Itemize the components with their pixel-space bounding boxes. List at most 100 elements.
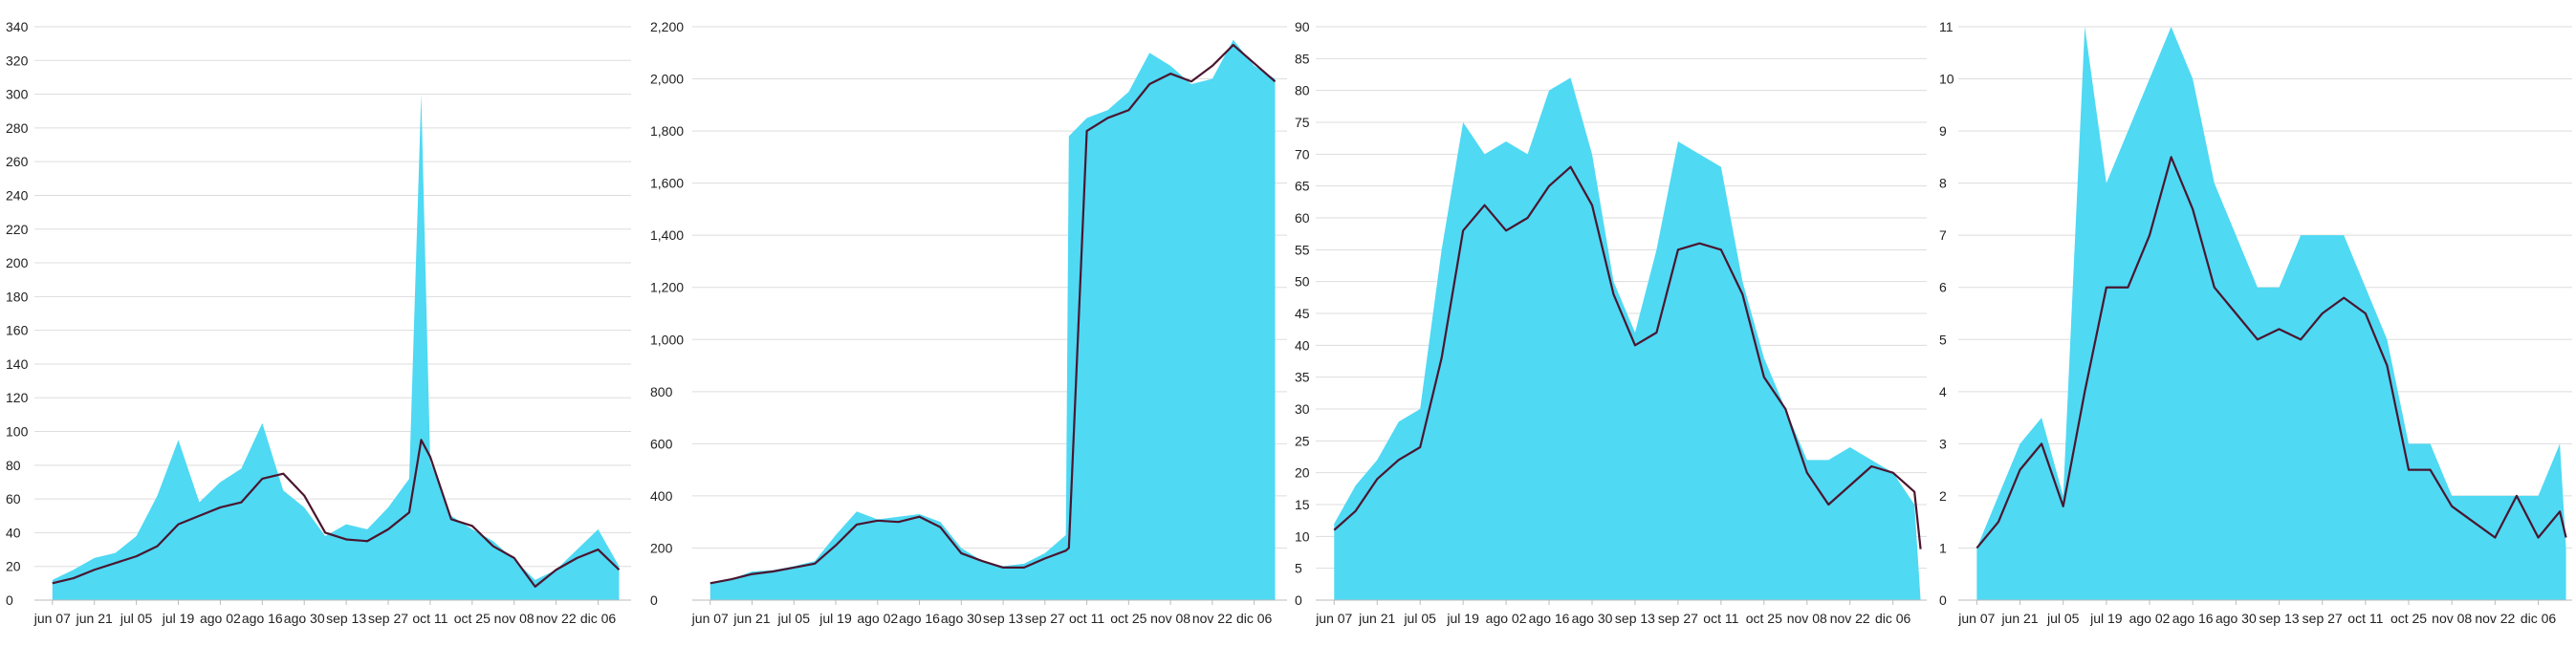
x-tick-label: ago 02 — [1486, 611, 1527, 626]
y-tick-label: 40 — [1295, 337, 1310, 353]
y-tick-label: 7 — [1939, 227, 1947, 243]
x-tick-label: ago 30 — [284, 611, 325, 626]
x-tick-label: sep 13 — [2259, 611, 2299, 626]
y-tick-label: 1 — [1939, 540, 1947, 555]
x-tick-label: oct 11 — [412, 611, 448, 626]
y-tick-label: 50 — [1295, 274, 1310, 290]
chart-svg-1: 0 20 40 60 80 100 120 140 160 180 200 220 240 260 280 3… — [6, 19, 631, 626]
x-tick-label: jun 07 — [691, 611, 729, 626]
y-tick-label: 120 — [6, 390, 29, 405]
chart-svg-2: 0 200 400 600 800 1,000 1,200 1,400 1,600 1,800 2,… — [650, 19, 1287, 626]
chart-panel-4: 0 1 2 3 4 5 6 7 8 9 10 11 jun 07 jun 21 jul 05 jul 19 ag… — [1933, 0, 2576, 646]
y-tick-label: 200 — [650, 540, 673, 555]
x-tick-label: oct 25 — [1746, 611, 1782, 626]
y-tick-label: 0 — [1295, 592, 1302, 608]
x-tick-label: sep 27 — [368, 611, 408, 626]
x-tick-label: nov 08 — [494, 611, 535, 626]
x-tick-label: oct 11 — [1703, 611, 1738, 626]
daily-area-series — [1976, 27, 2566, 600]
y-tick-label: 20 — [1295, 465, 1310, 481]
y-tick-label: 35 — [1295, 370, 1310, 385]
x-tick-label: jun 07 — [1957, 611, 1995, 626]
y-tick-label: 240 — [6, 187, 29, 203]
x-tick-label: ago 16 — [2172, 611, 2214, 626]
chart-svg-3: 0 5 10 15 20 25 30 35 40 45 50 55 60 65 70 75 80 85 90 jun … — [1295, 19, 1927, 626]
y-tick-label: 600 — [650, 436, 673, 451]
y-tick-label: 340 — [6, 19, 29, 34]
x-tick-label: nov 22 — [536, 611, 577, 626]
y-tick-label: 800 — [650, 384, 673, 399]
y-tick-label: 90 — [1295, 19, 1310, 34]
y-tick-label: 65 — [1295, 179, 1310, 194]
y-tick-label: 0 — [6, 592, 13, 608]
x-tick-label: dic 06 — [1875, 611, 1911, 626]
x-tick-label: ago 02 — [200, 611, 241, 626]
y-tick-label: 0 — [650, 592, 658, 608]
x-tick-label: oct 11 — [2347, 611, 2383, 626]
chart-panel-3: 0 5 10 15 20 25 30 35 40 45 50 55 60 65 70 75 80 85 90 jun … — [1289, 0, 1933, 646]
x-tick-label: jun 07 — [33, 611, 71, 626]
y-tick-label: 55 — [1295, 242, 1310, 257]
y-tick-label: 140 — [6, 356, 29, 372]
x-tick-label: jul 05 — [1403, 611, 1436, 626]
y-tick-label: 4 — [1939, 384, 1947, 399]
y-tick-label: 8 — [1939, 176, 1947, 191]
y-tick-label: 6 — [1939, 280, 1947, 295]
x-tick-label: oct 25 — [2390, 611, 2427, 626]
y-tick-label: 1,400 — [650, 227, 684, 243]
x-tick-label: nov 08 — [1787, 611, 1827, 626]
x-tick-label: jul 19 — [819, 611, 852, 626]
y-tick-label: 100 — [6, 424, 29, 440]
y-tick-label: 400 — [650, 488, 673, 504]
x-tick-label: jun 21 — [732, 611, 770, 626]
y-tick-label: 85 — [1295, 51, 1310, 66]
y-tick-label: 2,200 — [650, 19, 684, 34]
x-tick-label: nov 08 — [2432, 611, 2472, 626]
y-tick-label: 3 — [1939, 436, 1947, 451]
y-tick-label: 11 — [1939, 19, 1954, 34]
daily-area-series — [52, 94, 620, 600]
y-tick-label: 220 — [6, 222, 29, 237]
y-tick-label: 180 — [6, 289, 29, 304]
x-tick-label: jul 05 — [777, 611, 811, 626]
x-tick-label: sep 13 — [1615, 611, 1655, 626]
chart-svg-4: 0 1 2 3 4 5 6 7 8 9 10 11 jun 07 jun 21 jul 05 jul 19 ag… — [1939, 19, 2572, 626]
x-tick-label: jul 19 — [162, 611, 195, 626]
x-tick-label: sep 27 — [1025, 611, 1065, 626]
y-tick-label: 5 — [1295, 561, 1302, 576]
y-tick-label: 60 — [1295, 210, 1310, 226]
rolling-average-line — [1976, 156, 2567, 549]
x-tick-label: dic 06 — [1236, 611, 1273, 626]
x-tick-label: jun 21 — [1358, 611, 1395, 626]
x-tick-label: ago 30 — [1572, 611, 1613, 626]
y-tick-label: 70 — [1295, 146, 1310, 162]
y-tick-label: 300 — [6, 87, 29, 102]
y-tick-label: 1,800 — [650, 123, 684, 139]
x-tick-label: ago 30 — [2216, 611, 2257, 626]
x-tick-label: nov 22 — [1830, 611, 1870, 626]
y-tick-label: 75 — [1295, 115, 1310, 130]
y-tick-label: 320 — [6, 53, 29, 68]
y-tick-label: 20 — [6, 559, 21, 574]
y-tick-label: 280 — [6, 120, 29, 136]
y-tick-label: 260 — [6, 154, 29, 169]
x-tick-label: jul 19 — [1446, 611, 1479, 626]
y-tick-label: 5 — [1939, 332, 1947, 347]
y-tick-label: 40 — [6, 525, 21, 540]
y-tick-label: 10 — [1295, 528, 1310, 544]
x-tick-label: ago 16 — [1529, 611, 1570, 626]
y-tick-label: 60 — [6, 491, 21, 506]
x-tick-label: oct 25 — [1110, 611, 1146, 626]
x-tick-label: nov 08 — [1150, 611, 1190, 626]
y-tick-label: 2 — [1939, 488, 1947, 504]
y-tick-label: 0 — [1939, 592, 1947, 608]
y-tick-label: 10 — [1939, 72, 1954, 87]
x-tick-label: dic 06 — [2521, 611, 2557, 626]
x-tick-label: dic 06 — [580, 611, 617, 626]
x-tick-label: sep 13 — [983, 611, 1023, 626]
x-tick-label: ago 30 — [941, 611, 982, 626]
y-tick-label: 1,000 — [650, 332, 684, 347]
rolling-average-line — [709, 43, 1277, 585]
y-tick-label: 30 — [1295, 401, 1310, 417]
x-tick-label: oct 11 — [1069, 611, 1104, 626]
